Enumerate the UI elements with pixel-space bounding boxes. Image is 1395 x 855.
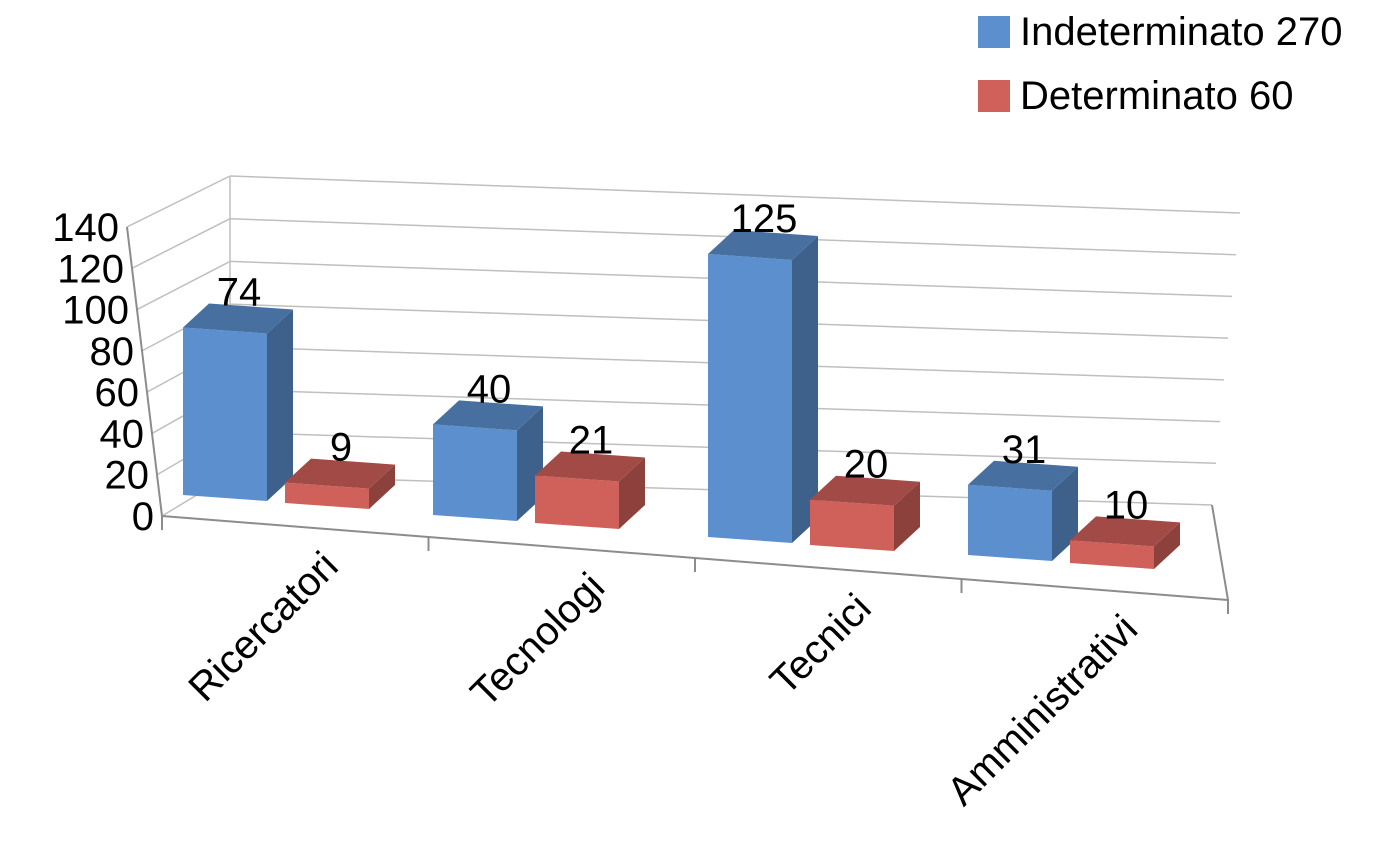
bar-s1-3-side	[1052, 466, 1078, 561]
bar-s2-2-top	[810, 475, 920, 506]
bar-s1-0-side	[267, 309, 293, 501]
x-tick-label-0: Ricercatori	[180, 544, 346, 710]
bar-s1-3-top	[968, 460, 1078, 491]
x-tick-label-1: Tecnologi	[462, 565, 613, 716]
bar-s1-2-label: 125	[731, 197, 798, 241]
chart-legend: Indeterminato 270 Determinato 60	[978, 0, 1388, 128]
bar-s2-3-top	[1070, 516, 1180, 547]
bar-s2-3-label: 10	[1104, 483, 1149, 527]
bar-s1-3-front	[968, 484, 1052, 561]
y-tick-label-7: 140	[52, 206, 119, 250]
y-tick-label-1: 20	[105, 454, 150, 498]
bar-s2-3-front	[1070, 540, 1154, 569]
bar-s2-1-front	[535, 475, 619, 529]
bar-s1-3-label: 31	[1002, 428, 1047, 472]
legend-swatch-series-2	[978, 80, 1010, 112]
bar-s2-0-label: 9	[330, 426, 352, 470]
gridline-side-5	[136, 260, 231, 311]
bar-s1-0-front	[183, 327, 267, 501]
bar-s2-3-side	[1154, 522, 1180, 569]
y-tick-label-6: 120	[57, 247, 124, 291]
bar-s1-2-front	[708, 254, 792, 543]
x-tick-label-3: Amministrativi	[939, 607, 1146, 814]
bar-s2-2-label: 20	[844, 443, 889, 487]
legend-label-series-1: Indeterminato 270	[1020, 10, 1343, 54]
bar-s2-0-top	[285, 458, 395, 489]
bar-s1-1-top	[433, 400, 543, 431]
bar-s1-0-label: 74	[217, 270, 262, 314]
legend-swatch-series-1	[978, 16, 1010, 48]
legend-label-series-2: Determinato 60	[1020, 74, 1294, 118]
bar-s1-1-front	[433, 424, 517, 521]
bar-s2-2-front	[810, 499, 894, 551]
axis-y-line	[126, 226, 163, 517]
legend-item-series-2: Determinato 60	[978, 64, 1388, 128]
y-tick-label-2: 40	[100, 412, 145, 456]
bar-s2-2-side	[894, 481, 920, 551]
bar-s1-2-top	[708, 230, 818, 260]
bar-s2-1-side	[619, 457, 645, 529]
gridline-side-6	[131, 218, 231, 269]
y-tick-label-0: 0	[132, 495, 154, 539]
y-tick-label-3: 60	[95, 371, 140, 415]
bar-s2-0-side	[369, 464, 395, 509]
gridline-back-7	[229, 175, 1241, 214]
bar-s2-1-top	[535, 451, 645, 482]
x-tick-label-2: Tecnici	[762, 586, 880, 704]
bar-s2-1-label: 21	[569, 418, 614, 462]
bar-s2-0-front	[285, 482, 369, 509]
bar-s1-2-side	[792, 236, 818, 543]
bar-s1-0-top	[183, 303, 293, 334]
bar-s1-1-label: 40	[467, 367, 512, 411]
y-tick-label-5: 100	[62, 289, 129, 333]
y-tick-label-4: 80	[90, 330, 135, 374]
gridline-side-7	[126, 175, 231, 228]
legend-item-series-1: Indeterminato 270	[978, 0, 1388, 64]
